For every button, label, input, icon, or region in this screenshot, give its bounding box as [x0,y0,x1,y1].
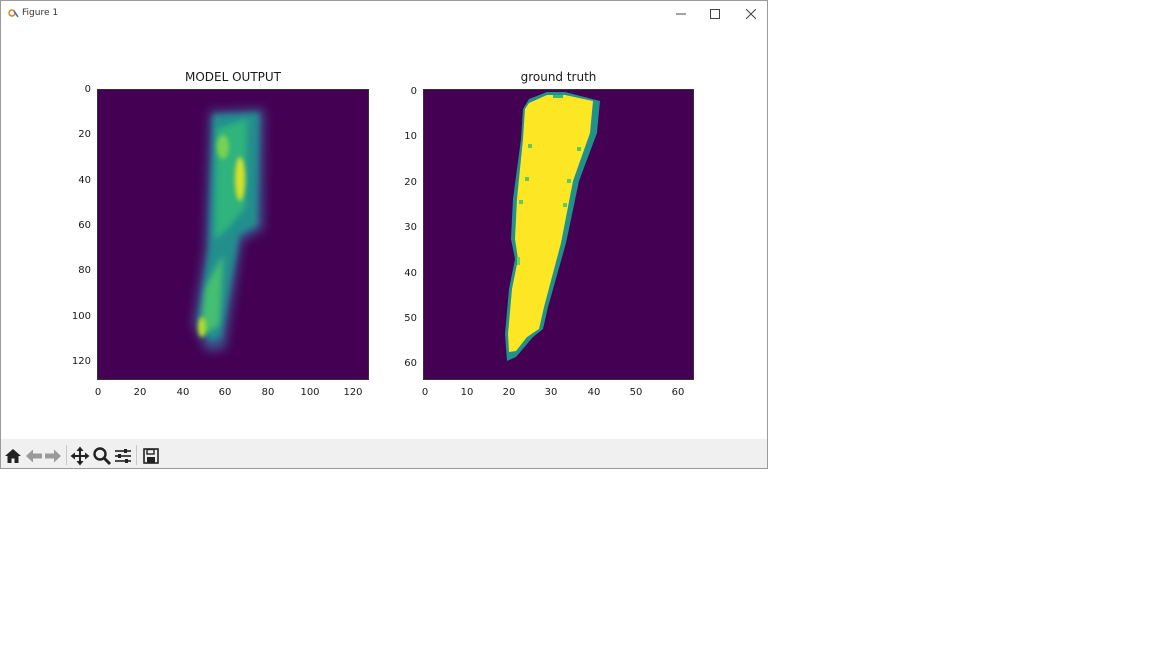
xtick-label: 40 [587,387,601,398]
xtick-label: 20 [133,387,147,398]
ytick-label: 120 [71,356,91,367]
plot-title-model-output: MODEL OUTPUT [184,70,282,84]
ytick-label: 0 [84,84,91,95]
toolbar-separator [136,445,137,465]
mask-pixel [525,177,529,181]
ytick-label: 0 [410,86,417,97]
close-button[interactable] [734,4,767,24]
minimize-button[interactable] [664,4,698,24]
plot-title-ground-truth: ground truth [520,70,597,84]
axes-frame-ground-truth [423,89,694,380]
heatmap-hotspots [198,135,245,337]
xtick-label: 60 [671,387,685,398]
mask-pixel [553,95,563,98]
zoom-magnifier-icon[interactable] [92,446,112,466]
ytick-label: 20 [78,129,91,140]
mask-pixel [577,147,581,151]
ytick-label: 10 [404,131,417,142]
ytick-label: 30 [404,222,417,233]
figure-window: Figure 1 MODEL OUTPUT [0,0,768,469]
pan-move-icon[interactable] [70,446,90,466]
xtick-label: 20 [502,387,516,398]
close-icon [746,9,756,19]
mask-pixel [528,144,532,148]
title-bar[interactable]: Figure 1 [1,1,767,27]
xtick-label: 50 [629,387,643,398]
xtick-label: 10 [460,387,474,398]
mask-pixel [517,257,520,265]
xtick-label: 60 [218,387,232,398]
xtick-label: 120 [343,387,363,398]
minimize-icon [676,13,686,15]
xtick-label: 30 [544,387,558,398]
maximize-icon [710,9,720,19]
ytick-label: 40 [404,268,417,279]
home-icon[interactable] [3,446,23,466]
ytick-label: 80 [78,265,91,276]
ytick-label: 40 [78,175,91,186]
heatmap-model-output[interactable] [97,89,369,380]
mask-pixel [519,200,523,204]
window-title: Figure 1 [22,8,59,18]
back-arrow-icon[interactable] [24,446,44,466]
navigation-toolbar [1,439,767,468]
configure-subplots-icon[interactable] [113,446,133,466]
ytick-label: 50 [404,313,417,324]
ytick-label: 20 [404,177,417,188]
mask-pixel [563,203,567,207]
matplotlib-icon [8,9,19,18]
ytick-label: 60 [78,220,91,231]
ytick-label: 100 [71,311,91,322]
toolbar-separator [66,445,67,465]
xtick-label: 0 [421,387,429,398]
xtick-label: 0 [94,387,102,398]
forward-arrow-icon[interactable] [43,446,63,466]
xtick-label: 100 [300,387,320,398]
heatmap-ground-truth[interactable] [423,89,694,380]
xtick-label: 80 [261,387,275,398]
axes-frame-model-output [97,89,369,380]
save-floppy-icon[interactable] [141,446,161,466]
xtick-label: 40 [176,387,190,398]
ytick-label: 60 [404,358,417,369]
maximize-button[interactable] [698,4,732,24]
mask-region [508,95,593,352]
mask-pixel [567,179,571,183]
